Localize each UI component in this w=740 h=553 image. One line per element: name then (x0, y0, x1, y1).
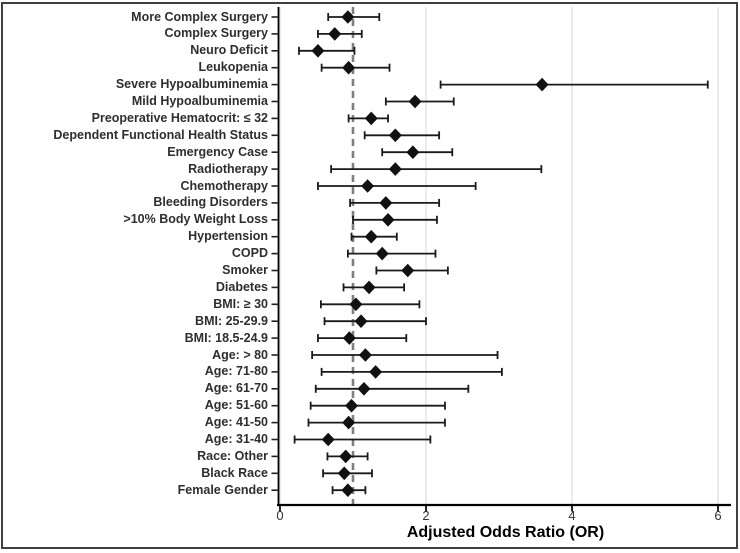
category-label: Emergency Case (167, 144, 268, 159)
category-label: Age: 41-50 (204, 415, 268, 430)
category-label: Leukopenia (198, 60, 268, 75)
category-label: Age: > 80 (212, 347, 268, 362)
category-label: BMI: 25-29.9 (195, 313, 268, 328)
x-tick-label: 0 (276, 508, 284, 523)
category-label: Dependent Functional Health Status (53, 127, 268, 142)
forest-point (345, 398, 359, 413)
category-label: Race: Other (197, 448, 268, 463)
forest-point (406, 145, 420, 159)
category-label: Diabetes (215, 279, 268, 294)
category-label: Hypertension (188, 229, 268, 244)
category-label: Severe Hypoalbuminemia (115, 77, 268, 92)
forest-point (361, 179, 375, 193)
forest-point (342, 331, 356, 345)
forest-point (342, 415, 356, 430)
forest-point (341, 483, 355, 497)
category-label: Age: 61-70 (204, 381, 268, 396)
forest-point (358, 348, 372, 362)
forest-point (408, 94, 422, 109)
forest-point (362, 280, 376, 295)
forest-point (341, 10, 355, 24)
x-tick-label: 6 (714, 508, 722, 523)
forest-point (357, 382, 371, 396)
forest-point (328, 27, 342, 41)
category-label: BMI: ≥ 30 (213, 296, 268, 311)
forest-point (321, 432, 335, 447)
category-label: Chemotherapy (180, 178, 268, 193)
x-tick-label: 2 (422, 508, 430, 523)
forest-point (342, 60, 356, 75)
forest-point (369, 365, 383, 379)
forest-point (337, 466, 351, 481)
category-label: Black Race (201, 465, 268, 480)
forest-point (311, 44, 325, 58)
forest-point (379, 196, 393, 210)
category-label: Preoperative Hematocrit: ≤ 32 (91, 110, 268, 125)
forest-point (354, 314, 368, 328)
forest-point (349, 297, 363, 312)
forest-point (535, 77, 549, 92)
category-label: Radiotherapy (188, 161, 268, 176)
forest-point (364, 111, 378, 126)
forest-point (388, 128, 402, 143)
category-label: Age: 71-80 (204, 364, 268, 379)
category-label: COPD (231, 246, 268, 261)
category-label: BMI: 18.5-24.9 (184, 330, 268, 345)
category-label: Neuro Deficit (190, 43, 268, 58)
forest-point (388, 162, 402, 176)
x-axis-title: Adjusted Odds Ratio (OR) (406, 524, 605, 541)
x-tick-label: 4 (568, 508, 576, 523)
category-label: Bleeding Disorders (153, 195, 268, 210)
category-label: Smoker (222, 263, 268, 277)
category-label: Age: 51-60 (204, 398, 268, 413)
category-label: >10% Body Weight Loss (123, 212, 268, 227)
category-label: Mild Hypoalbuminemia (131, 94, 268, 108)
forest-point (339, 449, 353, 464)
category-label: Age: 31-40 (204, 432, 268, 446)
category-label: More Complex Surgery (131, 9, 268, 24)
forest-point (364, 229, 378, 244)
forest-point (375, 246, 389, 261)
category-label: Complex Surgery (164, 26, 268, 41)
category-label: Female Gender (177, 482, 268, 497)
forest-point (381, 213, 395, 227)
forest-point (401, 263, 415, 278)
